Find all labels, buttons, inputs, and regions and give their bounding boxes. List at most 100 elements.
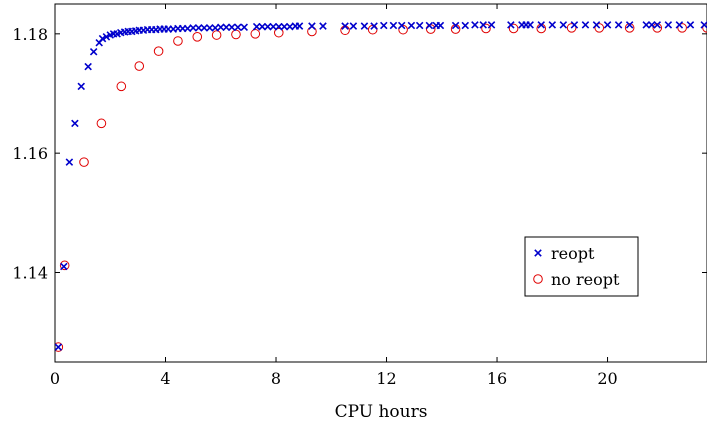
data-point-reopt bbox=[222, 23, 231, 32]
data-point-reopt bbox=[360, 22, 369, 30]
data-point-reopt bbox=[65, 158, 74, 166]
data-point-reopt bbox=[258, 22, 266, 31]
x-marker-stroke bbox=[360, 22, 369, 30]
x-marker-stroke bbox=[592, 21, 601, 29]
x-marker-stroke bbox=[664, 21, 673, 29]
x-tick-label: 20 bbox=[597, 369, 617, 388]
x-marker-stroke bbox=[425, 21, 434, 30]
data-point-no-reopt bbox=[702, 23, 707, 33]
x-marker-stroke bbox=[252, 22, 261, 31]
data-point-no-reopt bbox=[624, 23, 635, 33]
data-point-reopt bbox=[349, 22, 358, 30]
data-point-reopt bbox=[89, 47, 98, 56]
x-marker-stroke bbox=[389, 21, 398, 30]
data-point-reopt bbox=[570, 21, 579, 29]
data-point-reopt bbox=[228, 23, 236, 32]
x-marker-stroke bbox=[89, 47, 98, 56]
data-point-reopt bbox=[189, 24, 197, 32]
data-point-no-reopt bbox=[566, 23, 577, 33]
plot-frame bbox=[54, 3, 707, 363]
x-marker-stroke bbox=[534, 249, 542, 257]
x-marker-stroke bbox=[451, 21, 460, 30]
data-point-reopt bbox=[647, 21, 656, 29]
data-point-reopt bbox=[487, 21, 496, 29]
x-tick-label: 12 bbox=[376, 369, 396, 388]
x-marker-stroke bbox=[258, 22, 266, 31]
legend-marker bbox=[533, 274, 543, 284]
x-tick-label: 0 bbox=[50, 369, 60, 388]
x-marker-stroke bbox=[349, 22, 358, 30]
x-marker-stroke bbox=[341, 22, 349, 30]
data-point-reopt bbox=[252, 22, 261, 31]
x-marker-stroke bbox=[71, 119, 79, 128]
x-tick-label: 8 bbox=[271, 369, 281, 388]
x-marker-stroke bbox=[603, 21, 612, 29]
x-marker-stroke bbox=[60, 262, 68, 271]
data-point-reopt bbox=[102, 33, 111, 41]
x-marker-stroke bbox=[581, 21, 590, 29]
x-marker-stroke bbox=[436, 21, 445, 30]
data-point-reopt bbox=[280, 22, 289, 31]
x-marker-stroke bbox=[479, 21, 487, 29]
x-marker-stroke bbox=[507, 21, 515, 29]
data-point-reopt bbox=[614, 21, 623, 29]
y-tick-label: 1.14 bbox=[12, 264, 48, 283]
x-marker-stroke bbox=[183, 24, 192, 33]
data-point-no-reopt bbox=[398, 24, 408, 35]
data-point-reopt bbox=[60, 262, 68, 271]
legend-label: no reopt bbox=[551, 270, 620, 289]
data-point-reopt bbox=[341, 22, 349, 30]
x-marker-stroke bbox=[65, 158, 74, 166]
y-tick-label: 1.16 bbox=[12, 144, 48, 163]
data-point-reopt bbox=[397, 21, 406, 30]
data-point-no-reopt bbox=[153, 46, 164, 56]
x-marker-stroke bbox=[286, 22, 294, 31]
data-point-reopt bbox=[559, 21, 568, 29]
data-point-no-reopt bbox=[96, 118, 107, 129]
x-marker-stroke bbox=[222, 23, 231, 32]
y-tick-label: 1.18 bbox=[12, 25, 48, 44]
x-marker-stroke bbox=[653, 21, 662, 29]
data-point-reopt bbox=[308, 22, 316, 30]
x-marker-stroke bbox=[234, 23, 242, 32]
x-marker-stroke bbox=[319, 22, 327, 30]
x-marker-stroke bbox=[269, 22, 278, 31]
data-point-reopt bbox=[295, 22, 304, 30]
data-point-no-reopt bbox=[211, 30, 222, 40]
data-point-reopt bbox=[700, 21, 707, 29]
data-point-no-reopt bbox=[231, 29, 241, 40]
data-point-reopt bbox=[319, 22, 327, 30]
data-point-reopt bbox=[675, 21, 684, 29]
data-point-reopt bbox=[436, 21, 445, 30]
data-point-no-reopt bbox=[79, 157, 89, 167]
legend-box bbox=[524, 236, 639, 297]
data-point-reopt bbox=[425, 21, 434, 30]
data-point-reopt bbox=[581, 21, 590, 29]
x-marker-stroke bbox=[675, 21, 684, 29]
data-point-reopt bbox=[461, 21, 470, 30]
data-point-reopt bbox=[98, 34, 107, 43]
data-point-reopt bbox=[664, 21, 673, 29]
x-marker-stroke bbox=[194, 24, 203, 32]
x-marker-stroke bbox=[548, 21, 557, 29]
x-marker-stroke bbox=[295, 22, 304, 30]
data-point-reopt bbox=[240, 23, 249, 32]
x-marker-stroke bbox=[415, 21, 424, 30]
x-marker-stroke bbox=[526, 21, 534, 29]
data-point-reopt bbox=[263, 22, 272, 31]
data-point-reopt bbox=[451, 21, 460, 30]
x-marker-stroke bbox=[537, 21, 546, 29]
data-point-reopt bbox=[471, 21, 479, 29]
data-point-no-reopt bbox=[273, 27, 284, 38]
data-point-reopt bbox=[205, 24, 214, 32]
x-marker-stroke bbox=[55, 343, 63, 351]
data-point-no-reopt bbox=[250, 29, 261, 39]
x-marker-stroke bbox=[211, 24, 220, 32]
data-point-reopt bbox=[642, 21, 650, 29]
x-marker-stroke bbox=[471, 21, 479, 29]
legend: reopt no reopt bbox=[524, 236, 639, 297]
data-point-reopt bbox=[269, 22, 278, 31]
x-marker-stroke bbox=[275, 22, 283, 31]
x-marker-stroke bbox=[397, 21, 406, 30]
data-point-no-reopt bbox=[481, 23, 491, 34]
